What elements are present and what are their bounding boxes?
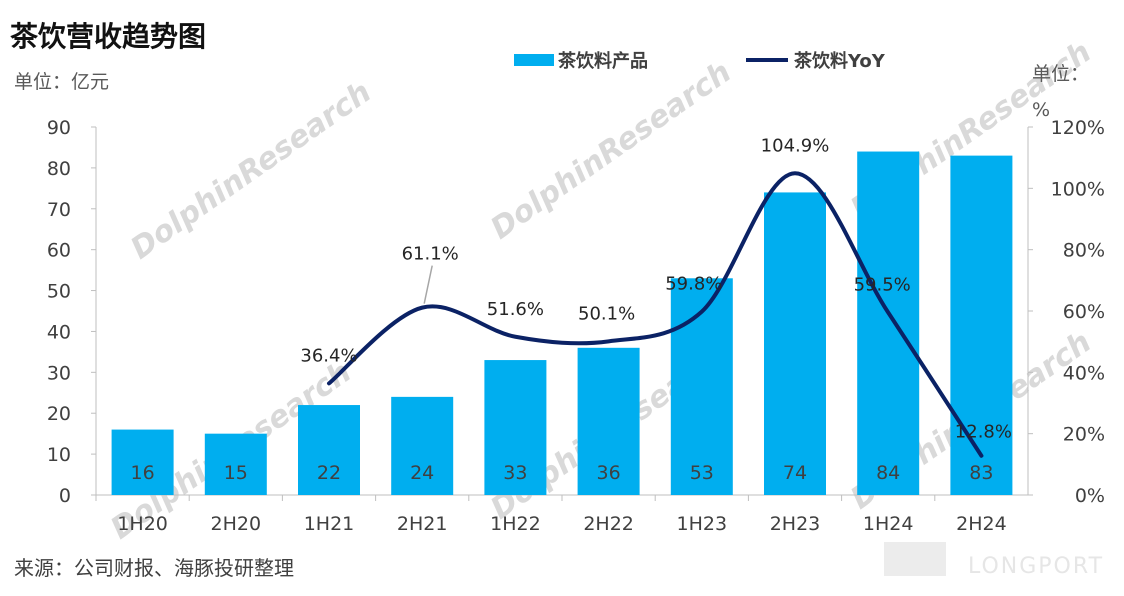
source-note: 来源：公司财报、海豚投研整理 [14, 556, 294, 580]
right-tick-label: 40% [1063, 362, 1105, 384]
legend-label-line: 茶饮料YoY [794, 50, 886, 72]
bar [298, 405, 360, 495]
yoy-value-label: 59.8% [665, 274, 722, 295]
yoy-value-label: 12.8% [955, 422, 1012, 443]
left-axis-unit: 单位：亿元 [14, 71, 109, 93]
left-tick-label: 80 [47, 158, 71, 180]
yoy-value-label: 59.5% [854, 275, 911, 296]
right-tick-label: 0% [1075, 485, 1105, 507]
bar-series [111, 151, 1013, 496]
left-tick-label: 50 [47, 281, 71, 303]
right-axis-unit-line2: % [1032, 99, 1050, 121]
yoy-value-label: 51.6% [487, 299, 544, 320]
watermark-text: DolphinResearch [485, 55, 738, 247]
x-tick-label: 1H21 [304, 513, 355, 535]
watermark-text: DolphinResearch [125, 75, 378, 267]
left-tick-label: 90 [47, 117, 71, 139]
left-tick-label: 0 [59, 485, 71, 507]
bar [484, 360, 547, 495]
left-tick-label: 60 [47, 240, 71, 262]
bar-value-label: 74 [783, 462, 807, 484]
left-tick-label: 70 [47, 199, 71, 221]
bar [670, 278, 733, 495]
x-tick-label: 1H23 [677, 513, 728, 535]
left-tick-label: 40 [47, 321, 71, 343]
axes: 0 10 20 30 40 50 60 70 80 90 0% 20% 40% 60% 80% 100% 120… [47, 117, 1105, 535]
bar [950, 155, 1013, 495]
bar-value-label: 24 [410, 462, 434, 484]
bar [111, 429, 174, 495]
right-tick-label: 60% [1063, 301, 1105, 323]
bar-value-label: 22 [317, 462, 341, 484]
x-tick-label: 2H21 [397, 513, 448, 535]
yoy-value-label: 104.9% [761, 135, 830, 156]
yoy-label-leader [423, 265, 433, 304]
bar [204, 433, 267, 495]
bar-value-label: 15 [224, 462, 248, 484]
logo-text: LONGPORT [968, 554, 1104, 579]
x-tick-label: 1H24 [863, 513, 914, 535]
right-tick-label: 100% [1051, 178, 1105, 200]
x-tick-label: 2H24 [956, 513, 1007, 535]
x-tick-label: 2H22 [583, 513, 634, 535]
bar-value-label: 16 [131, 462, 155, 484]
x-tick-label: 2H20 [211, 513, 262, 535]
yoy-value-label: 36.4% [300, 345, 357, 366]
x-tick-label: 1H20 [117, 513, 168, 535]
logo-mark [884, 542, 946, 576]
left-tick-label: 20 [47, 403, 71, 425]
yoy-value-label: 61.1% [402, 244, 459, 265]
legend: 茶饮料产品 茶饮料YoY [514, 50, 886, 72]
bar-value-label: 53 [690, 462, 714, 484]
right-tick-label: 20% [1063, 424, 1105, 446]
bar [764, 192, 826, 495]
bar-value-label: 84 [876, 462, 900, 484]
longport-logo: LONGPORT [884, 542, 1104, 579]
yoy-line [327, 171, 984, 458]
right-axis-unit-line1: 单位： [1032, 63, 1089, 85]
bar [577, 347, 640, 495]
left-tick-label: 30 [47, 362, 71, 384]
bar [857, 151, 920, 496]
x-tick-label: 1H22 [490, 513, 541, 535]
right-tick-label: 80% [1063, 240, 1105, 262]
legend-label-bar: 茶饮料产品 [558, 50, 648, 72]
data-labels: 16 15 22 24 33 36 53 74 84 83 36.4% 61.1% 51.6% 50.1%… [131, 135, 1012, 484]
bar-value-label: 83 [969, 462, 993, 484]
left-tick-label: 10 [47, 444, 71, 466]
legend-swatch-bar [514, 54, 554, 66]
right-tick-label: 120% [1051, 117, 1105, 139]
yoy-value-label: 50.1% [578, 303, 635, 324]
bar-value-label: 33 [503, 462, 527, 484]
bar [391, 396, 454, 495]
chart-title: 茶饮营收趋势图 [10, 20, 206, 53]
line-series [327, 171, 984, 458]
bar-value-label: 36 [597, 462, 621, 484]
x-tick-label: 2H23 [770, 513, 821, 535]
